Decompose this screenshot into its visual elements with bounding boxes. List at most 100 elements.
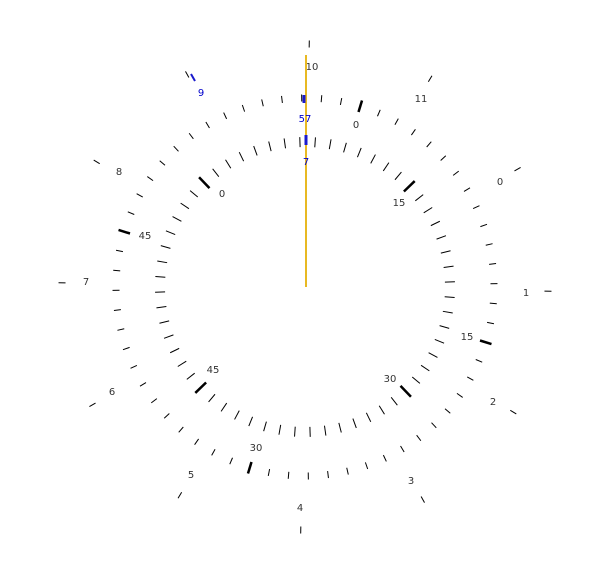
outer-label-4: 4	[297, 503, 303, 514]
inner-label-0: 0	[219, 189, 225, 200]
outer-ring-ticks	[58, 40, 552, 534]
middle-ring-tick	[466, 376, 474, 381]
inner-ring-tick	[338, 422, 342, 433]
middle-ring-tick	[287, 471, 290, 479]
outer-label-0: 0	[497, 177, 503, 188]
inner-ring-tick	[442, 310, 453, 314]
middle-ring-tick	[400, 445, 405, 453]
outer-label-8: 8	[116, 167, 122, 178]
inner-ring-tick	[169, 347, 180, 354]
outer-label-3: 3	[408, 476, 414, 487]
inner-ring-tick	[343, 142, 347, 153]
middle-ring-tick	[426, 141, 432, 148]
outer-ring-tick	[93, 159, 100, 165]
inner-ring-tick	[439, 325, 450, 329]
inner-ring-tick	[186, 372, 195, 380]
middle-ring-tick	[139, 382, 147, 387]
middle-ring-tick	[173, 145, 179, 152]
middle-ring-tick	[150, 398, 158, 404]
middle-ring-tick	[122, 346, 130, 351]
middle-ring-tick	[320, 95, 323, 103]
inner-ring-tick	[352, 418, 357, 429]
middle-ring-tick	[159, 160, 166, 166]
inner-ring-tick	[163, 334, 174, 339]
inner-ring-tick	[225, 159, 232, 169]
middle-ring-tick	[241, 104, 246, 112]
inner-ring-tick	[283, 138, 287, 149]
middle-label-30: 30	[250, 443, 263, 454]
middle-ring-tick	[456, 392, 463, 398]
inner-ring-tick	[420, 364, 430, 372]
inner-ring-tick	[177, 360, 187, 367]
inner-ring-tick	[294, 426, 296, 437]
inner-ring-tick	[411, 376, 421, 384]
middle-ring-tick	[178, 426, 184, 433]
middle-ring-tick	[113, 309, 121, 311]
inner-ring-tick	[165, 230, 176, 236]
middle-ring-tick	[261, 99, 264, 107]
middle-ring-tick	[115, 249, 124, 253]
inner-ring-tick	[268, 141, 272, 152]
middle-ring-tick	[327, 471, 329, 479]
inner-ring-tick	[156, 305, 167, 309]
middle-ring-tick	[113, 269, 121, 272]
middle-ring-tick	[489, 263, 497, 265]
outer-label-2: 2	[490, 397, 496, 408]
inner-label-15: 15	[393, 198, 406, 209]
inner-ring-tick	[430, 220, 441, 227]
inner-ring-tick	[194, 381, 207, 394]
outer-ring-tick	[185, 71, 190, 78]
middle-ring-tick	[118, 228, 131, 235]
middle-ring-tick	[479, 339, 492, 346]
middle-ring-tick	[147, 176, 154, 182]
inner-ring-tick	[390, 397, 398, 406]
outer-ring-tick	[177, 492, 183, 499]
inner-ring-tick	[314, 137, 316, 148]
middle-ring-tick	[339, 97, 343, 106]
inner-ring-tick	[378, 405, 385, 415]
middle-ring-tick	[472, 205, 480, 210]
middle-ring-tick	[440, 155, 447, 161]
middle-ring-tick	[246, 461, 253, 474]
inner-ring-tick	[180, 202, 190, 210]
middle-label-15: 15	[461, 332, 474, 343]
inner-label-30: 30	[384, 374, 397, 385]
outer-ring-tick	[510, 409, 517, 415]
middle-ring-tick	[364, 462, 369, 470]
inner-ring-tick	[440, 250, 451, 254]
inner-ring-tick	[189, 190, 199, 198]
inner-ring-tick	[403, 180, 416, 193]
middle-label-0: 0	[353, 120, 359, 131]
outer-label-1: 1	[523, 288, 529, 299]
inner-label-45: 45	[207, 365, 220, 376]
inner-ring-tick	[160, 245, 171, 249]
middle-ring-tick	[377, 109, 381, 117]
middle-ring-tick	[130, 364, 138, 369]
outer-label-9: 9	[198, 88, 204, 99]
middle-ring-tick	[463, 187, 471, 192]
inner-ring-tick	[155, 276, 166, 278]
middle-ring-tick	[485, 243, 493, 246]
outer-ring-tick	[427, 75, 433, 82]
inner-ring-ticks	[155, 137, 455, 437]
middle-ring-tick	[136, 193, 144, 198]
middle-label-45: 45	[139, 231, 152, 242]
outer-ring-tick	[420, 496, 425, 503]
middle-ring-tick	[431, 422, 437, 429]
inner-ring-tick	[323, 425, 327, 436]
second-readout: 7	[303, 157, 309, 168]
middle-ring-tick	[267, 468, 271, 477]
outer-label-10: 10	[306, 62, 319, 73]
inner-ring-tick	[248, 416, 254, 427]
inner-ring-tick	[370, 154, 376, 164]
outer-label-6: 6	[109, 387, 115, 398]
inner-ring-tick	[220, 402, 228, 412]
middle-ring-tick	[127, 211, 135, 215]
inner-ring-tick	[356, 147, 362, 158]
outer-ring-tick	[514, 167, 521, 172]
middle-ring-tick	[452, 170, 460, 176]
inner-ring-tick	[263, 421, 267, 432]
inner-ring-tick	[159, 320, 170, 324]
middle-ring-tick	[229, 457, 233, 465]
middle-ring-tick	[382, 454, 387, 462]
